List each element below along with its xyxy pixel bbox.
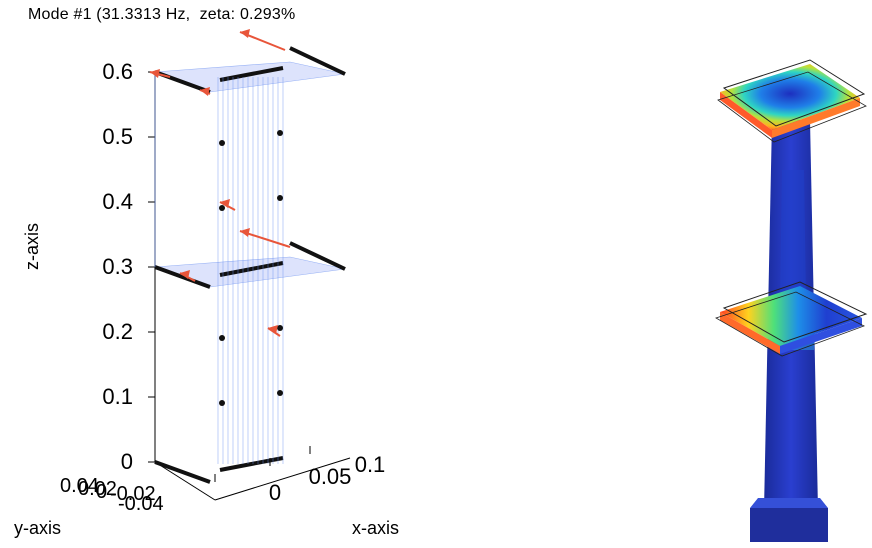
mode-arrowhead [150,69,160,78]
sensor-node [277,325,283,331]
z-tick-label: 0.3 [102,254,133,279]
mode-arrowhead [200,87,210,96]
fem-base [750,498,828,542]
z-tick-label: 0.6 [102,59,133,84]
mode-arrowhead [240,228,250,237]
y-axis-label: y-axis [14,518,62,538]
x-tick-label: 0 [269,480,281,505]
sensor-node [277,195,283,201]
sensor-node [219,140,225,146]
mode-arrowhead [268,325,278,334]
mode-arrowhead [240,29,250,38]
mode-shape-plot: 00.10.20.30.40.50.600.05 0.10.040.020 -0.0… [60,29,386,515]
fem-top-plate [717,59,867,143]
sensor-node [277,390,283,396]
z-tick-label: 0.4 [102,189,133,214]
floor-node-line [289,46,346,76]
x-axis-label: x-axis [352,518,400,538]
fem-model-render [715,59,868,542]
floor-plate [154,61,346,93]
floor-node-line [219,456,284,472]
chart-title: Mode #1 (31.3313 Hz, zeta: 0.293% [28,6,296,23]
sensor-node [219,335,225,341]
z-axis-label: z-axis [22,222,42,270]
sensor-node [219,400,225,406]
mode-arrowhead [180,270,190,279]
floor-node-line [154,265,211,289]
y-tick-label: 0.02 [78,478,117,500]
y-axis-line [154,461,216,501]
x-axis-line [214,457,351,501]
sensor-node [277,130,283,136]
floor-node-line [154,460,211,484]
z-tick-label: 0.1 [102,384,133,409]
x-tick-label: 0.1 [355,452,386,477]
x-tick-label: 0.05 [309,464,352,489]
y-tick-label: 0 [96,481,107,503]
floor-node-line [219,66,284,82]
y-tick-label: -0.04 [118,493,164,515]
z-tick-label: 0.5 [102,124,133,149]
sensor-node [219,205,225,211]
y-tick-label: 0.04 [60,475,99,497]
mode-arrowhead [220,199,230,208]
fem-mid-plate [715,281,868,357]
floor-node-line [219,261,284,277]
floor-node-line [289,241,346,271]
z-tick-label: 0 [121,449,133,474]
z-tick-label: 0.2 [102,319,133,344]
y-tick-label: -0.02 [110,483,156,505]
